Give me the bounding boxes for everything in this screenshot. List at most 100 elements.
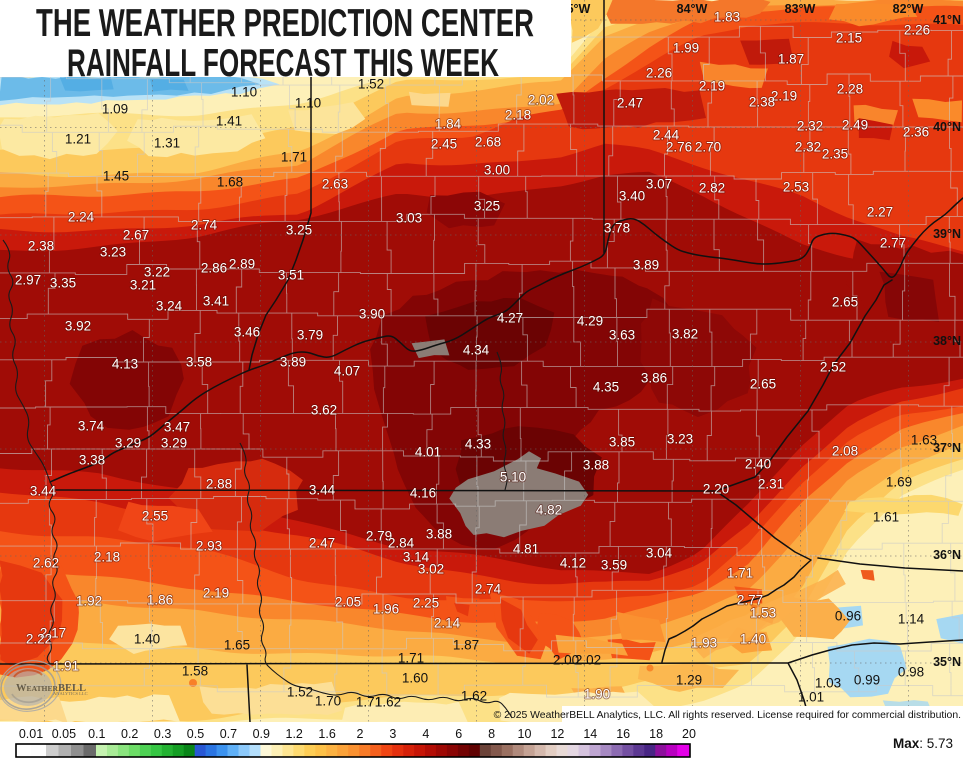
svg-text:1.90: 1.90 (584, 687, 610, 702)
svg-text:2.20: 2.20 (703, 482, 729, 497)
svg-text:2.70: 2.70 (695, 140, 721, 155)
svg-text:2.52: 2.52 (820, 360, 846, 375)
svg-text:1.52: 1.52 (287, 685, 313, 700)
svg-text:38°N: 38°N (933, 334, 961, 348)
svg-text:1.10: 1.10 (295, 96, 321, 111)
svg-text:8: 8 (488, 727, 495, 741)
svg-text:16: 16 (616, 727, 630, 741)
svg-text:1.31: 1.31 (154, 136, 180, 151)
svg-text:1.71: 1.71 (356, 695, 382, 710)
svg-text:1.60: 1.60 (402, 671, 428, 686)
svg-text:3.44: 3.44 (30, 484, 57, 499)
svg-text:2.26: 2.26 (646, 66, 672, 81)
svg-text:3.02: 3.02 (418, 562, 444, 577)
svg-text:3.88: 3.88 (583, 458, 609, 473)
svg-text:4.35: 4.35 (593, 380, 619, 395)
svg-text:3.59: 3.59 (601, 558, 627, 573)
svg-text:4.81: 4.81 (513, 542, 539, 557)
svg-text:0.9: 0.9 (253, 727, 270, 741)
svg-text:© 2025 WeatherBELL Analytics,: © 2025 WeatherBELL Analytics, LLC. All r… (494, 710, 961, 721)
svg-text:0.05: 0.05 (52, 727, 76, 741)
svg-text:2.00: 2.00 (553, 653, 579, 668)
svg-text:Max: 5.73: Max: 5.73 (893, 736, 953, 751)
svg-text:41°N: 41°N (933, 13, 961, 27)
svg-text:THE WEATHER PREDICTION CENTER: THE WEATHER PREDICTION CENTER (36, 2, 534, 45)
svg-text:3.51: 3.51 (278, 268, 304, 283)
svg-text:3.86: 3.86 (641, 371, 667, 386)
svg-text:2.68: 2.68 (475, 135, 501, 150)
svg-text:2.76: 2.76 (666, 140, 692, 155)
svg-text:2.31: 2.31 (758, 477, 784, 492)
svg-text:0.2: 0.2 (121, 727, 138, 741)
svg-text:1.71: 1.71 (398, 651, 424, 666)
svg-text:0.3: 0.3 (154, 727, 171, 741)
svg-text:1.91: 1.91 (53, 659, 79, 674)
svg-text:1.03: 1.03 (815, 676, 841, 691)
svg-text:12: 12 (550, 727, 564, 741)
svg-text:1.70: 1.70 (315, 694, 341, 709)
svg-text:2.38: 2.38 (749, 95, 775, 110)
svg-text:2.32: 2.32 (795, 140, 821, 155)
svg-text:1.62: 1.62 (461, 689, 487, 704)
svg-text:1.92: 1.92 (76, 594, 102, 609)
svg-text:3.46: 3.46 (234, 325, 260, 340)
svg-text:0.1: 0.1 (88, 727, 105, 741)
svg-text:4.33: 4.33 (465, 437, 491, 452)
svg-text:0.7: 0.7 (220, 727, 237, 741)
svg-text:1.10: 1.10 (231, 85, 257, 100)
svg-text:4.82: 4.82 (536, 503, 562, 518)
svg-text:3.58: 3.58 (186, 355, 212, 370)
svg-text:2.38: 2.38 (28, 239, 54, 254)
svg-text:1.14: 1.14 (898, 612, 925, 627)
svg-text:39°N: 39°N (933, 227, 961, 241)
svg-text:2.93: 2.93 (196, 539, 222, 554)
svg-text:2.47: 2.47 (309, 536, 335, 551)
svg-text:2.32: 2.32 (797, 119, 823, 134)
svg-text:3.22: 3.22 (144, 265, 170, 280)
svg-text:1.01: 1.01 (798, 690, 824, 705)
svg-text:2.74: 2.74 (191, 218, 218, 233)
svg-text:2.02: 2.02 (528, 93, 554, 108)
svg-text:1.93: 1.93 (691, 636, 717, 651)
svg-text:35°N: 35°N (933, 655, 961, 669)
svg-text:1.40: 1.40 (134, 632, 160, 647)
svg-text:1.71: 1.71 (727, 566, 753, 581)
svg-text:2.63: 2.63 (322, 177, 348, 192)
svg-text:2.65: 2.65 (750, 377, 776, 392)
svg-text:3.04: 3.04 (646, 546, 673, 561)
svg-text:1.65: 1.65 (224, 638, 250, 653)
svg-text:84°W: 84°W (677, 2, 708, 16)
svg-text:2.17: 2.17 (40, 626, 66, 641)
svg-text:2: 2 (357, 727, 364, 741)
svg-text:2.28: 2.28 (837, 82, 863, 97)
svg-text:2.26: 2.26 (904, 23, 930, 38)
svg-text:4.07: 4.07 (334, 364, 360, 379)
svg-text:2.44: 2.44 (653, 128, 680, 143)
svg-text:2.05: 2.05 (335, 595, 361, 610)
svg-text:2.55: 2.55 (142, 509, 168, 524)
svg-text:2.53: 2.53 (783, 180, 809, 195)
svg-text:2.86: 2.86 (201, 261, 227, 276)
svg-text:5.10: 5.10 (500, 470, 526, 485)
svg-text:3.03: 3.03 (396, 211, 422, 226)
svg-text:1.6: 1.6 (318, 727, 335, 741)
svg-text:3.21: 3.21 (130, 278, 156, 293)
svg-text:2.77: 2.77 (737, 593, 763, 608)
svg-text:4.01: 4.01 (415, 445, 441, 460)
svg-text:3.14: 3.14 (403, 550, 430, 565)
svg-text:40°N: 40°N (933, 120, 961, 134)
svg-text:3.41: 3.41 (203, 294, 229, 309)
svg-text:2.62: 2.62 (33, 556, 59, 571)
svg-text:3.47: 3.47 (164, 420, 190, 435)
svg-text:3.89: 3.89 (280, 355, 306, 370)
svg-text:2.36: 2.36 (903, 125, 929, 140)
svg-text:6: 6 (455, 727, 462, 741)
svg-text:2.19: 2.19 (699, 79, 725, 94)
svg-text:2.22: 2.22 (26, 632, 52, 647)
svg-text:2.19: 2.19 (771, 89, 797, 104)
svg-text:3.24: 3.24 (156, 299, 183, 314)
svg-text:4.16: 4.16 (410, 486, 436, 501)
svg-text:4: 4 (422, 727, 429, 741)
svg-text:2.24: 2.24 (68, 210, 95, 225)
svg-text:0.98: 0.98 (898, 665, 924, 680)
